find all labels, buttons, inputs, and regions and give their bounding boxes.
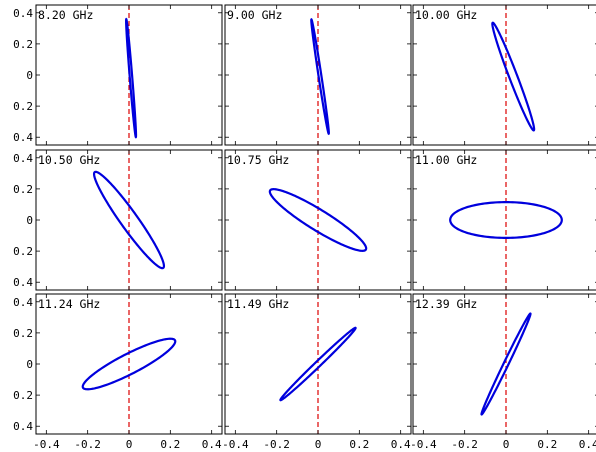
polarization-ellipse: [81, 337, 177, 391]
x-tick-label: 0.2: [537, 438, 557, 451]
polarization-ellipse: [491, 21, 536, 132]
polarization-ellipse: [279, 326, 357, 402]
y-tick-label: 0.4: [13, 296, 33, 309]
x-tick-label: 0.4: [391, 438, 411, 451]
y-tick-label: 0.2: [13, 183, 33, 196]
x-tick-label: -0.2: [74, 438, 101, 451]
polarization-ellipse: [480, 312, 532, 416]
panel-8: 11.49 GHz: [224, 293, 412, 435]
y-tick-label: 0: [26, 214, 33, 227]
x-tick-label: -0.2: [263, 438, 290, 451]
x-tick-label: 0: [126, 438, 133, 451]
x-tick-label: 0.2: [160, 438, 180, 451]
x-tick-label: 0.4: [579, 438, 596, 451]
y-tick-label: 0: [26, 358, 33, 371]
polarization-ellipse: [125, 17, 138, 139]
panel-title: 11.49 GHz: [227, 297, 289, 311]
y-tick-label: 0.2: [13, 389, 33, 402]
panel-title: 11.24 GHz: [38, 297, 100, 311]
axis-tick-labels: 0.40.200.20.40.40.200.20.40.40.200.20.4-…: [13, 7, 596, 451]
panel-grid: 8.20 GHz 9.00 GHz 10.00 GHz 10.50 GHz 10.75 …: [35, 4, 596, 435]
y-tick-label: 0.4: [13, 7, 33, 20]
y-tick-label: 0.2: [13, 38, 33, 51]
polarization-ellipse: [268, 188, 368, 252]
panel-title: 12.39 GHz: [415, 297, 477, 311]
x-tick-label: -0.4: [33, 438, 60, 451]
x-tick-label: 0.2: [349, 438, 369, 451]
panel-2: 9.00 GHz: [224, 4, 412, 146]
panel-title: 10.75 GHz: [227, 153, 289, 167]
panel-title: 8.20 GHz: [38, 8, 93, 22]
x-tick-label: -0.4: [222, 438, 249, 451]
y-tick-label: 0.4: [13, 276, 33, 289]
panel-6: 11.00 GHz: [412, 149, 596, 291]
y-tick-label: 0.2: [13, 245, 33, 258]
y-tick-label: 0.4: [13, 131, 33, 144]
y-tick-label: 0: [26, 69, 33, 82]
y-tick-label: 0.4: [13, 420, 33, 433]
panel-9: 12.39 GHz: [412, 293, 596, 435]
x-tick-label: 0.4: [202, 438, 222, 451]
panel-title: 10.50 GHz: [38, 153, 100, 167]
panel-5: 10.75 GHz: [224, 149, 412, 291]
panel-1: 8.20 GHz: [35, 4, 223, 146]
x-tick-label: -0.2: [451, 438, 478, 451]
y-tick-label: 0.2: [13, 100, 33, 113]
panel-title: 11.00 GHz: [415, 153, 477, 167]
x-tick-label: 0: [315, 438, 322, 451]
polarization-ellipse: [92, 170, 166, 270]
x-tick-label: 0: [503, 438, 510, 451]
panel-4: 10.50 GHz: [35, 149, 223, 291]
panel-title: 10.00 GHz: [415, 8, 477, 22]
panel-frame: [412, 4, 596, 146]
panel-title: 9.00 GHz: [227, 8, 282, 22]
panel-frame: [412, 149, 596, 291]
panel-3: 10.00 GHz: [412, 4, 596, 146]
polarization-ellipse: [449, 201, 563, 239]
y-tick-label: 0.2: [13, 327, 33, 340]
polarization-ellipse: [310, 17, 330, 136]
panel-7: 11.24 GHz: [35, 293, 223, 435]
y-tick-label: 0.4: [13, 152, 33, 165]
x-tick-label: -0.4: [410, 438, 437, 451]
